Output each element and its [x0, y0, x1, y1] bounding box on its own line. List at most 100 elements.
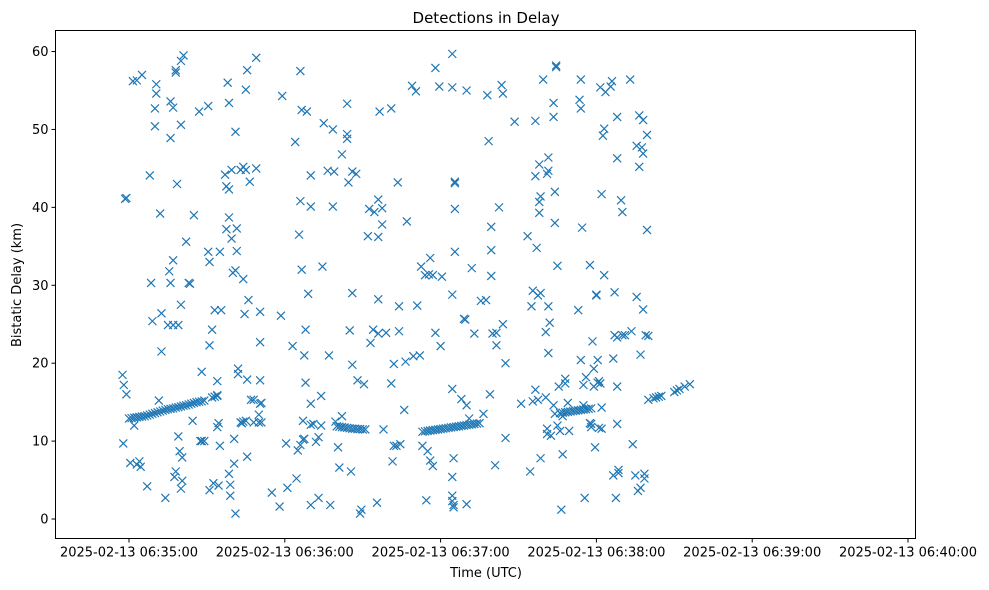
- data-point-marker: [303, 289, 313, 299]
- data-point-marker: [578, 380, 588, 390]
- data-point-marker: [492, 340, 501, 350]
- data-point-marker: [533, 395, 543, 405]
- data-point-marker: [532, 243, 542, 253]
- data-point-marker: [267, 488, 277, 497]
- data-point-marker: [542, 169, 552, 179]
- data-point-marker: [467, 263, 477, 273]
- data-point-marker: [299, 350, 309, 360]
- data-point-marker: [177, 453, 187, 462]
- data-point-marker: [215, 441, 225, 451]
- data-point-marker: [549, 112, 558, 122]
- data-point-marker: [675, 384, 684, 394]
- data-point-marker: [450, 177, 460, 187]
- data-point-marker: [231, 509, 240, 518]
- data-point-marker: [157, 347, 166, 356]
- x-tick-label: 2025-02-13 06:37:00: [372, 546, 510, 561]
- data-point-marker: [195, 436, 205, 446]
- data-point-marker: [210, 392, 220, 402]
- data-point-marker: [634, 162, 644, 172]
- axes-frame: [55, 30, 916, 539]
- data-point-marker: [295, 440, 305, 450]
- data-point-marker: [215, 247, 225, 257]
- data-point-marker: [586, 422, 596, 432]
- data-point-marker: [558, 449, 568, 459]
- data-point-marker: [437, 272, 447, 282]
- data-point-marker: [534, 197, 544, 207]
- data-point-marker: [306, 420, 316, 430]
- data-point-marker: [394, 326, 404, 336]
- data-point-marker: [150, 121, 160, 131]
- data-point-marker: [176, 300, 186, 310]
- data-point-marker: [536, 453, 545, 463]
- data-point-marker: [482, 90, 492, 100]
- data-point-marker: [297, 105, 307, 115]
- data-point-marker: [257, 417, 266, 427]
- data-point-marker: [590, 442, 600, 452]
- data-point-marker: [142, 410, 152, 420]
- data-point-marker: [170, 472, 179, 482]
- data-point-marker: [276, 311, 286, 321]
- data-point-marker: [333, 442, 343, 452]
- data-point-marker: [372, 498, 382, 508]
- data-point-marker: [345, 326, 355, 335]
- data-point-marker: [594, 376, 604, 386]
- data-point-marker: [242, 65, 252, 75]
- y-tick-label: 60: [32, 45, 49, 60]
- data-point-marker: [207, 325, 217, 335]
- data-point-marker: [251, 53, 261, 63]
- data-point-marker: [649, 393, 658, 403]
- data-point-marker: [118, 439, 128, 448]
- data-point-marker: [184, 400, 194, 409]
- data-point-marker: [203, 247, 213, 257]
- data-point-marker: [612, 333, 622, 342]
- data-point-marker: [469, 329, 479, 339]
- data-point-marker: [550, 187, 560, 197]
- data-point-marker: [597, 424, 607, 434]
- data-point-marker: [175, 446, 185, 456]
- data-point-marker: [254, 410, 264, 420]
- data-point-marker: [654, 392, 664, 402]
- data-point-marker: [118, 370, 127, 380]
- data-point-marker: [577, 223, 587, 233]
- data-point-marker: [241, 416, 251, 426]
- data-point-marker: [346, 467, 356, 476]
- data-point-marker: [462, 86, 471, 95]
- data-point-marker: [212, 390, 222, 400]
- data-point-marker: [573, 305, 583, 315]
- data-point-marker: [541, 327, 551, 337]
- data-point-marker: [155, 407, 165, 416]
- data-point-marker: [394, 301, 404, 311]
- data-point-marker: [643, 331, 653, 341]
- data-point-marker: [181, 237, 191, 247]
- data-point-marker: [550, 218, 560, 228]
- data-point-marker: [221, 224, 231, 234]
- data-point-marker: [685, 379, 695, 389]
- data-point-marker: [121, 389, 131, 399]
- data-point-marker: [225, 491, 235, 501]
- data-point-marker: [297, 265, 307, 275]
- data-point-marker: [181, 400, 191, 410]
- data-point-marker: [208, 478, 218, 488]
- data-point-marker: [606, 82, 616, 92]
- data-point-marker: [334, 463, 344, 473]
- data-point-marker: [155, 209, 165, 219]
- data-point-marker: [301, 325, 310, 335]
- data-point-marker: [121, 193, 131, 203]
- data-point-marker: [224, 469, 234, 479]
- data-point-marker: [197, 367, 207, 377]
- data-point-marker: [564, 426, 574, 436]
- data-point-marker: [257, 398, 266, 408]
- data-point-marker: [233, 369, 243, 379]
- data-point-marker: [328, 202, 338, 212]
- data-point-marker: [299, 434, 309, 444]
- data-point-marker: [302, 107, 312, 116]
- data-point-marker: [368, 325, 378, 335]
- y-tick-label: 40: [32, 201, 49, 216]
- data-point-marker: [611, 493, 621, 503]
- data-point-marker: [388, 456, 397, 466]
- x-tick-label: 2025-02-13 06:40:00: [839, 546, 977, 561]
- data-point-marker: [672, 386, 682, 395]
- data-point-marker: [638, 115, 648, 125]
- data-point-marker: [669, 387, 679, 397]
